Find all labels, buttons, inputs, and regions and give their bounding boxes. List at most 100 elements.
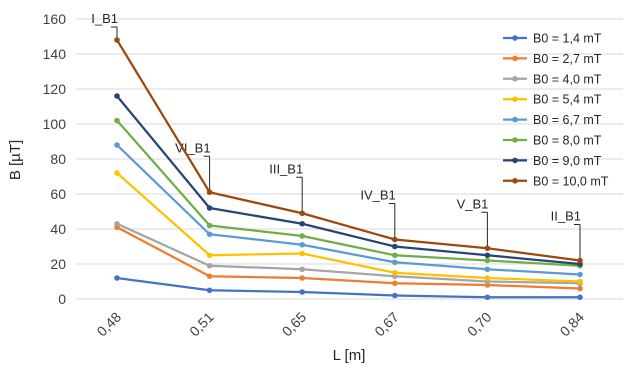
data-point [114,275,120,281]
legend-item: B0 = 4,0 mT [503,72,602,86]
legend-label: B0 = 1,4 mT [533,32,602,46]
legend-swatch-marker [512,96,518,102]
legend-item: B0 = 2,7 mT [503,52,602,66]
legend-item: B0 = 8,0 mT [503,134,602,148]
data-point [299,266,306,273]
data-point [577,257,583,264]
y-axis-ticks: 0 20 40 60 80 100 120 140 160 [43,11,67,307]
series-line [116,119,581,267]
data-point [484,257,491,264]
y-tick-label: 40 [50,221,66,237]
legend-swatch-marker [512,137,518,143]
series-line [116,144,581,276]
x-tick-label: 0,65 [279,309,310,340]
data-point [299,250,306,257]
data-point [577,271,583,278]
data-point [392,269,398,276]
data-point [114,93,120,99]
data-point [577,278,583,285]
x-tick-label: 0,48 [94,309,125,340]
legend-label: B0 = 2,7 mT [533,52,602,66]
legend-item: B0 = 5,4 mT [503,93,602,107]
series-1 [114,275,583,301]
annotation: IV_B1 [360,188,396,240]
y-tick-label: 140 [43,46,67,62]
legend-swatch-marker [512,55,518,62]
series-8 [114,37,583,264]
data-point [206,222,213,229]
series-line [116,226,581,290]
x-tick-label: 0,84 [557,309,588,340]
y-tick-label: 100 [43,116,67,132]
data-point [206,273,213,280]
data-point [484,266,491,273]
legend-swatch-marker [512,76,518,82]
data-point [299,210,306,217]
legend-label: B0 = 9,0 mT [533,154,602,168]
data-point [392,236,398,243]
x-tick-label: 0,67 [371,309,402,340]
annotation: III_B1 [269,161,303,214]
series-line [116,172,581,283]
legend-item: B0 = 6,7 mT [503,113,602,127]
data-point [206,252,213,259]
series-line [116,39,581,262]
legend-item: B0 = 1,4 mT [503,32,602,46]
annotation: I_B1 [91,11,118,40]
data-point [299,289,306,295]
data-point [114,117,120,124]
legend-label: B0 = 5,4 mT [533,93,602,107]
annotation-label: I_B1 [91,11,118,26]
series-4 [114,170,583,285]
data-point [206,189,213,196]
legend-label: B0 = 8,0 mT [533,134,602,148]
data-point [114,170,120,176]
series-5 [114,142,583,278]
series-line [116,222,581,285]
legend-swatch-marker [512,178,518,184]
data-point [484,294,491,301]
x-tick-label: 0,70 [464,309,495,340]
legend-swatch-marker [512,116,518,123]
annotation-label: V_B1 [457,196,489,211]
data-point [392,259,398,266]
annotation-label: IV_B1 [360,188,395,203]
annotation: II_B1 [551,209,581,261]
data-point [299,233,306,239]
legend-swatch-marker [512,157,518,164]
data-point [392,292,398,299]
y-tick-label: 0 [58,291,66,307]
annotation: V_B1 [457,196,489,249]
data-point [484,252,491,259]
data-point [114,220,120,227]
data-point [392,243,398,250]
data-point [206,205,213,211]
legend-label: B0 = 4,0 mT [533,72,602,86]
data-point [484,275,491,281]
y-axis-title: B [µT] [7,140,24,180]
y-tick-label: 20 [50,256,66,272]
legend-swatch-marker [512,35,518,41]
series-7 [114,93,583,267]
data-point [206,231,213,238]
data-point [114,142,120,148]
data-point [299,220,306,227]
data-point [484,245,491,252]
x-tick-label: 0,51 [186,309,217,340]
data-point [299,275,306,281]
legend-item: B0 = 9,0 mT [503,154,602,168]
data-point [299,241,306,248]
x-axis-ticks: 0,48 0,51 0,65 0,67 0,70 0,84 [94,309,588,340]
data-point [577,285,583,292]
data-point [206,262,213,269]
data-point [577,294,583,301]
y-tick-label: 60 [50,186,66,202]
annotation-label: II_B1 [551,209,581,224]
legend-item: B0 = 10,0 mT [503,174,609,188]
data-point [392,252,398,259]
legend: B0 = 1,4 mT B0 = 2,7 mT B0 = 4,0 mT B0 = 5,… [503,32,609,188]
y-tick-label: 80 [50,151,66,167]
annotation-label: III_B1 [269,161,303,176]
series-line [116,276,580,299]
series-line [116,95,581,266]
